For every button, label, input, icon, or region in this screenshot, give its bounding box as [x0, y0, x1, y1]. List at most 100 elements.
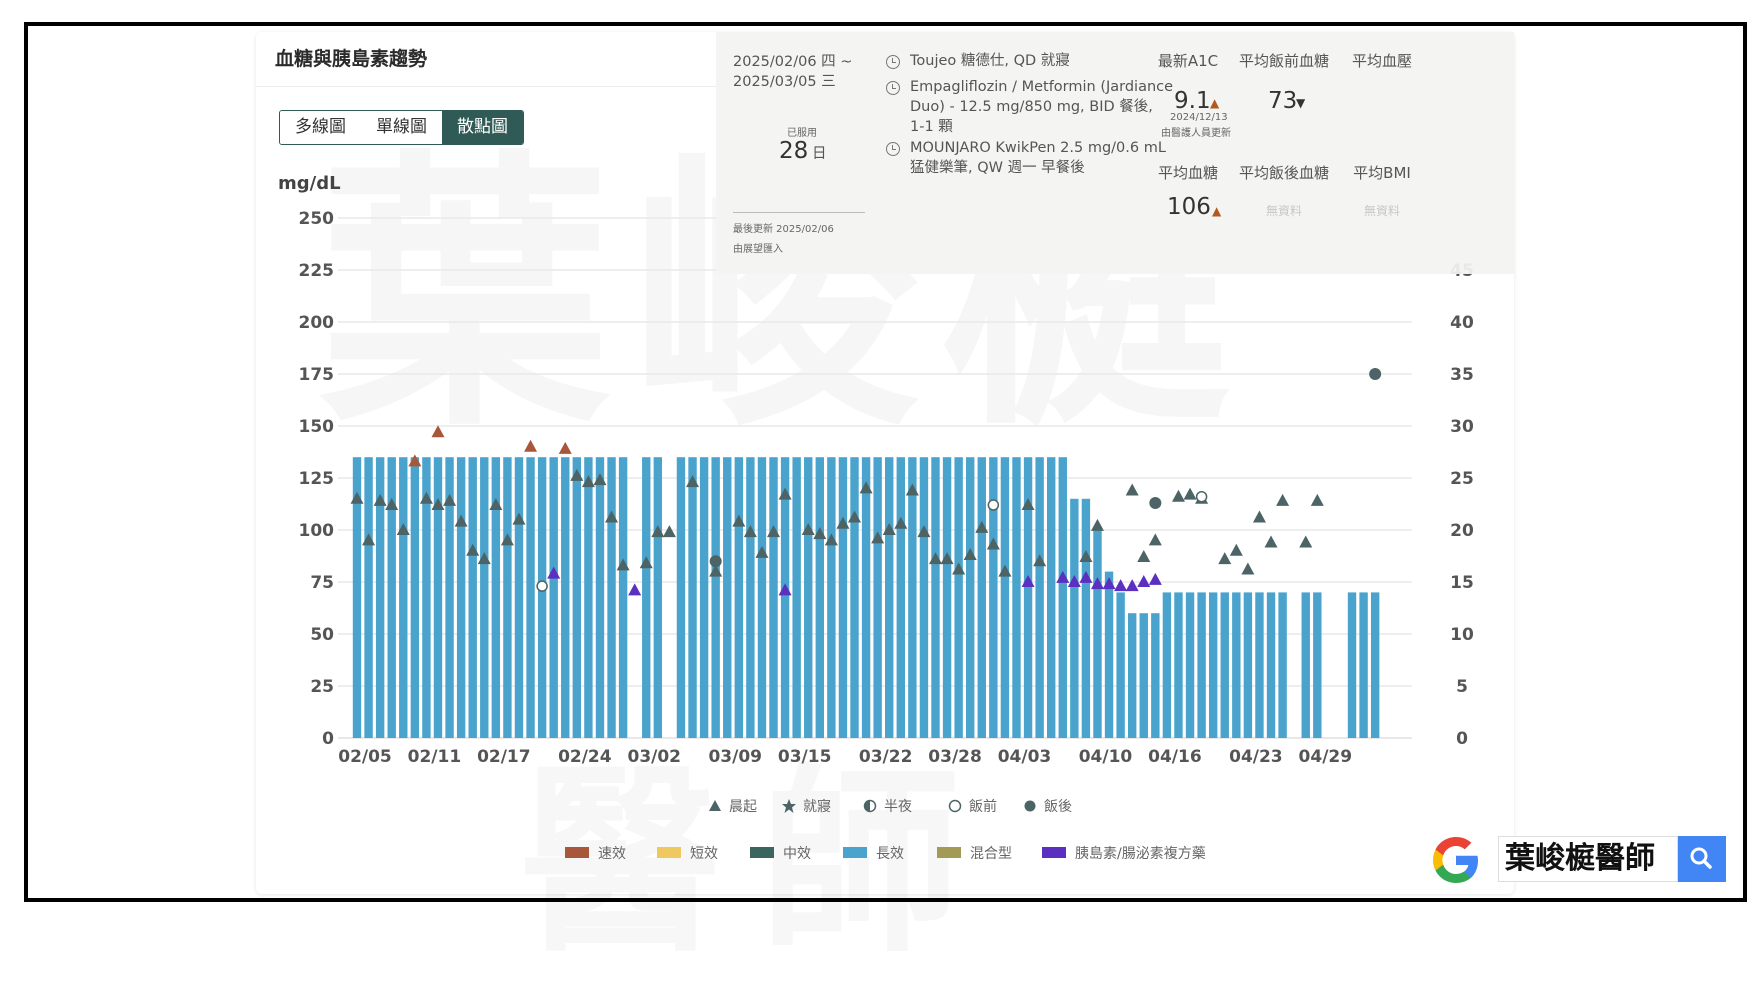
glucose-point-wakeup [1310, 493, 1324, 506]
insulin-bar [549, 457, 558, 738]
glucose-point-wakeup [512, 512, 526, 525]
glucose-point-wakeup [986, 537, 1000, 550]
insulin-bar [688, 457, 697, 738]
glucose-point-compound-insulin [1137, 575, 1151, 587]
date-range-end: 2025/03/05 三 [733, 74, 836, 90]
insulin-bar [1313, 592, 1322, 738]
insulin-bar [364, 457, 373, 738]
legend-label: 短效 [690, 846, 718, 862]
y-right-tick-label: 10 [1450, 625, 1474, 645]
trend-up-icon: ▲ [1212, 204, 1222, 218]
tab-scatter[interactable]: 散點圖 [442, 111, 523, 144]
glucose-point-premeal [1195, 490, 1208, 503]
x-tick-label: 02/24 [558, 747, 612, 767]
used-unit: 日 [812, 146, 827, 162]
insulin-bar [1255, 592, 1264, 738]
glucose-point-wakeup [1229, 543, 1243, 556]
glucose-point-wakeup [431, 498, 445, 511]
glucose-point-postmeal [1369, 368, 1382, 380]
medication-1: Toujeo 糖德仕, QD 就寢 [910, 53, 1070, 69]
glucose-point-wakeup [570, 468, 584, 481]
legend-label: 就寢 [803, 799, 831, 815]
insulin-bar [607, 457, 616, 738]
insulin-bar [711, 457, 720, 738]
insulin-bar [1104, 571, 1114, 738]
tab-multi-line[interactable]: 多線圖 [280, 111, 361, 144]
insulin-bar [989, 457, 998, 738]
y-right-tick-label: 40 [1450, 313, 1474, 333]
insulin-bar [456, 457, 466, 738]
legend-label: 胰島素/腸泌素複方藥 [1075, 845, 1206, 862]
y-left-tick-label: 250 [299, 209, 335, 229]
insulin-bar [1047, 457, 1056, 738]
insulin-bar [491, 457, 501, 738]
glucose-point-wakeup [940, 552, 954, 565]
glucose-point-wakeup [350, 491, 364, 504]
trend-up-icon: ▲ [1210, 96, 1220, 110]
y-left-tick-label: 175 [299, 365, 335, 385]
legend-marker-half-fill [864, 800, 870, 812]
search-widget: 葉峻榳醫師 [1428, 828, 1728, 892]
glucose-point-compound-insulin [778, 583, 792, 596]
insulin-bar [387, 457, 396, 738]
insulin-bar [1208, 592, 1218, 738]
x-tick-label: 02/11 [408, 747, 462, 767]
legend-swatch [1042, 847, 1066, 858]
legend-label: 半夜 [884, 799, 912, 815]
entered-by: 由展望匯入 [733, 244, 783, 255]
y-left-tick-label: 100 [299, 521, 335, 541]
insulin-bar [1301, 592, 1310, 738]
y-left-tick-label: 25 [310, 677, 334, 697]
glucose-point-wakeup [952, 562, 966, 575]
insulin-bar [595, 457, 605, 738]
legend-label: 中效 [783, 846, 811, 862]
y-axis-title: mg/dL [278, 173, 341, 194]
search-button[interactable] [1678, 836, 1726, 882]
glucose-point-wakeup [1090, 518, 1104, 531]
insulin-bar [1151, 613, 1160, 738]
medication-2-line1: Empagliflozin / Metformin (Jardiance [910, 79, 1174, 95]
legend-label: 速效 [598, 846, 626, 862]
insulin-bar [1000, 457, 1010, 738]
glucose-point-compound-insulin [1021, 575, 1035, 587]
insulin-bar [1243, 592, 1253, 738]
insulin-bar [1197, 592, 1206, 738]
legend-marker-hollow-circle [948, 799, 962, 813]
glucose-point-wakeup [1252, 510, 1266, 523]
used-label: 已服用 [787, 128, 817, 139]
insulin-bar [422, 457, 431, 738]
insulin-bar [561, 457, 570, 738]
insulin-bar [618, 457, 628, 738]
tab-single-line[interactable]: 單線圖 [361, 111, 442, 144]
insulin-bar [746, 457, 755, 738]
a1c-label: 最新A1C [1157, 52, 1219, 70]
insulin-bar [514, 457, 524, 738]
search-input[interactable]: 葉峻榳醫師 [1498, 836, 1678, 882]
legend-swatch [565, 847, 589, 858]
premeal-label: 平均飯前血糖 [1238, 52, 1329, 70]
y-right-tick-label: 15 [1450, 573, 1474, 593]
glucose-point-wakeup [466, 543, 480, 556]
x-tick-label: 03/09 [708, 747, 762, 767]
glucose-point-wakeup [778, 487, 792, 500]
x-tick-label: 02/05 [338, 747, 392, 767]
y-left-tick-label: 125 [299, 469, 335, 489]
x-tick-label: 03/22 [859, 747, 913, 767]
glucose-point-wakeup [593, 473, 607, 486]
glucose-point-wakeup [894, 516, 908, 529]
glucose-point-wakeup [396, 523, 410, 535]
glucose-point-wakeup [639, 556, 653, 569]
legend-swatch [937, 847, 961, 858]
insulin-bar [780, 457, 790, 738]
glucose-point-wakeup [743, 525, 757, 538]
insulin-bar [977, 457, 986, 738]
legend-marker-triangle [709, 800, 721, 811]
glucose-point-rapid-insulin [431, 425, 445, 438]
glucose-point-wakeup [1183, 487, 1197, 500]
insulin-bar [653, 457, 663, 738]
title-divider [256, 86, 716, 87]
x-tick-label: 04/16 [1148, 747, 1202, 767]
glucose-point-wakeup [998, 564, 1012, 577]
glucose-point-rapid-insulin [558, 441, 572, 454]
glucose-point-compound-insulin [1102, 577, 1116, 590]
